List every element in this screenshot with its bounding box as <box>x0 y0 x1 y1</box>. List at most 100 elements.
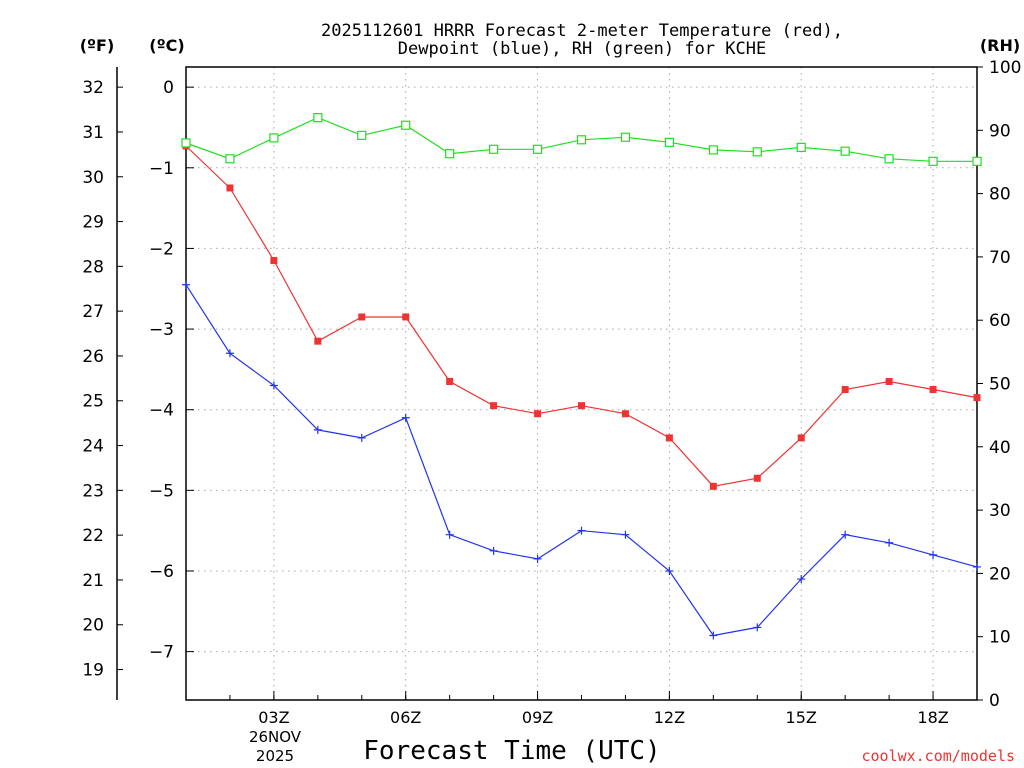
dewpoint-point <box>225 349 234 358</box>
dewpoint-point <box>841 530 850 539</box>
temperature-point <box>358 313 366 321</box>
rh-point <box>576 135 587 145</box>
dewpoint-point <box>182 280 190 289</box>
temperature-point <box>534 410 542 418</box>
rh-point <box>884 154 894 164</box>
fahrenheit-tick-label: 25 <box>82 392 104 412</box>
fahrenheit-axis: 19 20 21 22 23 24 25 26 27 28 29 30 31 32 <box>82 78 123 681</box>
celsius-unit-label: (ºC) <box>149 36 184 55</box>
watermark: coolwx.com/models <box>861 747 1015 765</box>
dewpoint-point <box>313 425 322 434</box>
data-series <box>181 113 982 640</box>
temperature-point <box>753 474 761 482</box>
time-tick-label: 09Z <box>522 708 553 727</box>
rh-point <box>225 154 235 164</box>
fahrenheit-tick-label: 22 <box>82 526 104 546</box>
date-label-year: 2025 <box>256 747 294 765</box>
rh-point <box>181 138 191 148</box>
temperature-point <box>578 402 585 410</box>
temperature-point <box>841 386 849 394</box>
rh-tick-label: 50 <box>989 375 1011 395</box>
fahrenheit-tick-label: 19 <box>82 661 104 681</box>
temperature-point <box>797 434 805 442</box>
dewpoint-point <box>973 562 981 571</box>
time-tick-label: 18Z <box>917 708 948 727</box>
rh-tick-label: 10 <box>989 628 1011 648</box>
rh-point <box>796 142 806 152</box>
celsius-tick-label: −7 <box>149 643 174 663</box>
rh-tick-label: 60 <box>989 311 1011 331</box>
dewpoint-point <box>709 631 718 640</box>
fahrenheit-tick-label: 24 <box>82 437 104 457</box>
dewpoint-point <box>621 530 630 539</box>
rh-point <box>972 156 982 166</box>
rh-point <box>269 133 279 143</box>
axes <box>116 66 978 701</box>
time-tick-label: 03Z <box>258 708 289 727</box>
dewpoint-point <box>577 526 586 535</box>
dewpoint-line <box>185 284 978 637</box>
temperature-point <box>621 410 629 418</box>
rh-point <box>313 113 323 123</box>
temperature-point <box>665 434 673 442</box>
fahrenheit-tick-label: 28 <box>82 257 104 277</box>
rh-tick-label: 30 <box>989 501 1011 521</box>
celsius-tick-label: −5 <box>149 481 174 501</box>
fahrenheit-tick-label: 20 <box>82 616 104 636</box>
celsius-tick-label: 0 <box>163 78 174 98</box>
temperature-point <box>885 377 893 385</box>
fahrenheit-tick-label: 23 <box>82 481 104 501</box>
fahrenheit-tick-label: 21 <box>82 571 104 591</box>
fahrenheit-tick-label: 27 <box>82 302 104 322</box>
temperature-point <box>490 402 498 410</box>
fahrenheit-tick-label: 32 <box>82 78 104 98</box>
x-axis-title: Forecast Time (UTC) <box>363 736 660 766</box>
rh-point <box>357 130 367 140</box>
dewpoint-point <box>445 530 454 539</box>
date-label-day: 26NOV <box>249 728 302 746</box>
rh-tick-label: 80 <box>989 185 1011 205</box>
fahrenheit-tick-label: 31 <box>82 123 104 143</box>
dewpoint-point <box>885 538 894 547</box>
rh-tick-label: 70 <box>989 248 1011 268</box>
celsius-tick-label: −1 <box>149 159 174 179</box>
rh-point <box>664 137 674 147</box>
temperature-line <box>185 145 978 487</box>
temperature-point <box>270 257 278 265</box>
rh-axis: 0 10 20 30 40 50 60 70 80 90 100 <box>977 58 1021 711</box>
fahrenheit-unit-label: (ºF) <box>80 36 115 55</box>
celsius-tick-label: −4 <box>149 401 174 421</box>
rh-tick-label: 0 <box>989 691 1000 711</box>
temperature-point <box>402 313 410 321</box>
rh-tick-label: 90 <box>989 121 1011 141</box>
fahrenheit-tick-label: 30 <box>82 168 104 188</box>
temperature-point <box>226 184 234 192</box>
time-tick-label: 12Z <box>654 708 685 727</box>
dewpoint-point <box>269 381 278 390</box>
temperature-point <box>446 377 454 385</box>
dewpoint-point <box>489 546 498 555</box>
dewpoint-point <box>797 575 806 584</box>
rh-point <box>401 120 411 130</box>
celsius-tick-label: −6 <box>149 562 174 582</box>
temperature-point <box>973 394 981 402</box>
temperature-point <box>709 482 717 490</box>
dewpoint-point <box>533 554 542 563</box>
dewpoint-point <box>357 433 366 442</box>
series-rh <box>181 113 982 166</box>
series-dewpoint <box>182 280 981 640</box>
rh-tick-label: 20 <box>989 564 1011 584</box>
rh-point <box>532 144 543 154</box>
dewpoint-point <box>929 550 938 559</box>
temperature-point <box>929 386 937 394</box>
celsius-tick-label: −2 <box>149 239 174 259</box>
rh-point <box>928 156 938 166</box>
rh-point <box>840 146 850 156</box>
dewpoint-point <box>665 566 674 575</box>
time-tick-label: 06Z <box>390 708 421 727</box>
celsius-axis: 0 −1 −2 −3 −4 −5 −6 −7 <box>149 78 194 663</box>
rh-tick-label: 100 <box>989 58 1021 78</box>
rh-point <box>489 144 499 154</box>
rh-point <box>708 145 718 155</box>
